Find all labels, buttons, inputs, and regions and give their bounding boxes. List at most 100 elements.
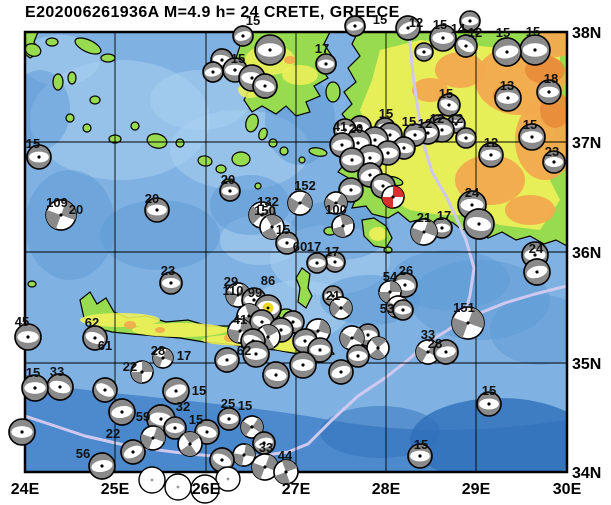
beachball xyxy=(8,418,36,446)
terrain-orange xyxy=(435,52,485,88)
beachball xyxy=(177,431,203,457)
beachball xyxy=(215,466,241,492)
depth-label: 12 xyxy=(468,25,482,40)
beachball xyxy=(88,452,116,480)
beachball xyxy=(202,61,224,83)
x-axis-tick-label: 28E xyxy=(372,481,401,498)
depth-label: 41 xyxy=(233,312,247,327)
depth-label: 15 xyxy=(246,13,260,28)
depth-label: 15 xyxy=(276,222,290,237)
beachball xyxy=(492,37,522,67)
beachball xyxy=(162,377,190,405)
depth-label: 53 xyxy=(380,301,394,316)
beachball xyxy=(346,344,370,368)
terrain-orange xyxy=(284,56,296,64)
island xyxy=(130,121,140,131)
y-axis-tick-label: 36N xyxy=(572,245,601,262)
island xyxy=(45,37,59,47)
island xyxy=(298,156,306,164)
depth-label: 86 xyxy=(261,273,275,288)
depth-label: 15 xyxy=(482,383,496,398)
island xyxy=(245,113,259,133)
depth-label: 62 xyxy=(237,343,251,358)
depth-label: 33 xyxy=(421,327,435,342)
depth-label: 15 xyxy=(402,114,416,129)
depth-label: 33 xyxy=(259,440,273,455)
y-axis-tick-label: 35N xyxy=(572,356,601,373)
depth-label: 44 xyxy=(278,448,293,463)
beachball xyxy=(324,251,346,273)
depth-label: 17 xyxy=(437,208,451,223)
beachball xyxy=(219,180,241,202)
island xyxy=(100,53,116,63)
island xyxy=(215,164,227,174)
depth-label: 45 xyxy=(15,314,29,329)
beachball xyxy=(329,296,353,320)
x-axis-tick-label: 24E xyxy=(11,481,40,498)
depth-label: 23 xyxy=(161,263,175,278)
beachball xyxy=(287,190,313,216)
island xyxy=(325,81,341,103)
beachball xyxy=(307,337,333,363)
depth-label: 17 xyxy=(177,348,191,363)
beachball xyxy=(433,339,459,365)
beachball xyxy=(437,93,461,117)
sea-deepest-patch xyxy=(320,406,440,458)
depth-label: 12 xyxy=(449,111,463,126)
depth-label: 26 xyxy=(399,263,413,278)
depth-label: 33 xyxy=(50,364,64,379)
beachball xyxy=(144,197,170,223)
beachball xyxy=(344,15,366,37)
island xyxy=(175,138,185,148)
beachball xyxy=(366,336,390,360)
beachball xyxy=(289,351,317,379)
island-karpathos xyxy=(295,267,313,309)
depth-label: 152 xyxy=(294,178,316,193)
beachball xyxy=(454,34,478,58)
beachball xyxy=(159,271,183,295)
beachball xyxy=(324,191,348,215)
depth-label: 17 xyxy=(315,41,329,56)
beachball xyxy=(478,142,504,168)
depth-label: 15 xyxy=(433,17,447,32)
depth-label: 14 xyxy=(451,21,466,36)
plate-boundary xyxy=(407,32,476,320)
beachball xyxy=(518,123,546,151)
beachball xyxy=(120,439,146,465)
depth-label: 109 xyxy=(46,195,68,210)
sea-mid-patch xyxy=(100,200,220,270)
y-axis-tick-label: 37N xyxy=(572,135,601,152)
depth-label: 25 xyxy=(221,396,235,411)
beachball xyxy=(14,323,42,351)
beachball xyxy=(476,391,502,417)
x-axis-tick-label: 27E xyxy=(282,481,311,498)
y-axis-tick-label: 34N xyxy=(572,465,601,482)
y-axis-tick-label: 38N xyxy=(572,25,601,42)
depth-label: 15 xyxy=(414,437,428,452)
depth-label: 18 xyxy=(544,71,558,86)
depth-label: 54 xyxy=(383,269,398,284)
island xyxy=(231,151,251,167)
depth-label: 100 xyxy=(325,202,347,217)
depth-label: 110 xyxy=(223,283,244,298)
beachball xyxy=(542,150,566,174)
beachball xyxy=(227,318,253,344)
beachball xyxy=(494,84,522,112)
island xyxy=(254,182,262,190)
depth-label: 15 xyxy=(496,25,510,40)
beachball xyxy=(273,459,299,485)
depth-label: 17 xyxy=(307,239,321,254)
island xyxy=(308,147,328,157)
beachball xyxy=(138,466,166,494)
depth-label: 24 xyxy=(529,241,544,256)
terrain-orange xyxy=(155,327,165,333)
depth-label: 62 xyxy=(85,315,99,330)
terrain-orange xyxy=(412,78,448,102)
depth-label: 61 xyxy=(98,338,112,353)
depth-label: 59 xyxy=(136,409,150,424)
depth-label: 20 xyxy=(145,191,159,206)
beachball xyxy=(429,24,457,52)
depth-label: 15 xyxy=(373,12,387,27)
